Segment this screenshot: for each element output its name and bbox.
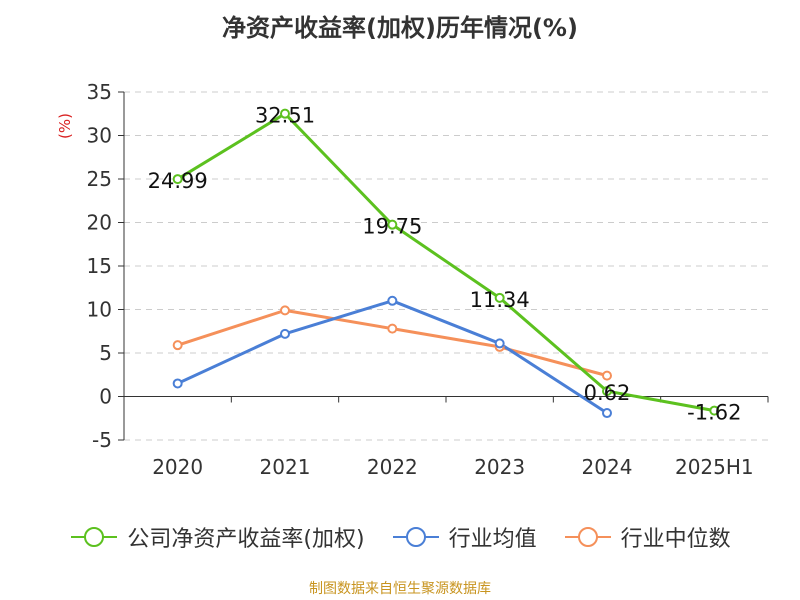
data-label: 32.51 bbox=[255, 104, 315, 128]
data-point bbox=[280, 305, 290, 316]
data-point bbox=[602, 408, 612, 419]
y-tick-label: 15 bbox=[87, 254, 112, 278]
data-point bbox=[709, 405, 720, 416]
x-tick-label: 2025H1 bbox=[675, 455, 754, 479]
x-tick-label: 2024 bbox=[582, 455, 633, 479]
legend-item[interactable]: 行业中位数 bbox=[563, 521, 731, 553]
x-tick-label: 2022 bbox=[367, 455, 418, 479]
y-axis-title: (%) bbox=[56, 113, 74, 139]
data-label: 24.99 bbox=[148, 169, 208, 193]
data-point bbox=[494, 292, 505, 303]
legend-marker bbox=[71, 527, 118, 547]
data-point bbox=[602, 386, 612, 397]
data-point bbox=[280, 108, 290, 119]
y-tick-label: 0 bbox=[99, 385, 112, 409]
source-note: 制图数据来自恒生聚源数据库 bbox=[309, 581, 491, 597]
x-tick-label: 2023 bbox=[474, 455, 525, 479]
data-point bbox=[387, 323, 398, 334]
legend-marker bbox=[392, 527, 439, 547]
data-point bbox=[280, 328, 290, 339]
y-tick-label: 25 bbox=[87, 167, 112, 191]
chart-title: 净资产收益率(加权)历年情况(%) bbox=[222, 14, 578, 42]
legend-label: 公司净资产收益率(加权) bbox=[127, 527, 365, 552]
legend-label: 行业中位数 bbox=[620, 527, 731, 552]
gridlines bbox=[124, 91, 768, 441]
series-points bbox=[172, 108, 720, 419]
legend: 公司净资产收益率(加权) 行业均值 行业中位数 bbox=[0, 520, 800, 554]
data-point bbox=[602, 370, 612, 381]
series-lines bbox=[176, 112, 715, 415]
y-tick-label: 20 bbox=[87, 211, 112, 235]
data-point bbox=[494, 338, 505, 349]
series-line bbox=[177, 308, 608, 378]
data-label: 0.62 bbox=[584, 381, 631, 405]
y-tick-label: 35 bbox=[87, 80, 112, 104]
data-point bbox=[387, 219, 398, 230]
x-tick-label: 2021 bbox=[260, 455, 311, 479]
legend-marker bbox=[564, 527, 611, 547]
series-line bbox=[176, 112, 715, 413]
legend-item[interactable]: 行业均值 bbox=[391, 521, 537, 553]
data-point bbox=[172, 340, 183, 351]
legend-item[interactable]: 公司净资产收益率(加权) bbox=[69, 521, 365, 553]
data-labels: 24.99 32.51 19.75 11.34 0.62 -1.62 bbox=[148, 104, 742, 425]
data-label: 11.34 bbox=[470, 288, 530, 312]
y-tick-label: -5 bbox=[92, 428, 112, 452]
y-tick-label: 5 bbox=[99, 341, 112, 365]
x-tick-label: 2020 bbox=[152, 455, 203, 479]
data-point bbox=[387, 295, 398, 306]
axes: 35 30 25 20 15 10 5 0 -5 2020 2021 2022 2023 2024 2025… bbox=[56, 80, 769, 479]
y-tick-label: 10 bbox=[87, 298, 112, 322]
data-label: -1.62 bbox=[687, 401, 741, 425]
y-tick-label: 30 bbox=[87, 124, 112, 148]
data-point bbox=[172, 174, 183, 185]
legend-label: 行业均值 bbox=[448, 527, 537, 552]
data-label: 19.75 bbox=[362, 215, 422, 239]
data-point bbox=[172, 378, 183, 389]
